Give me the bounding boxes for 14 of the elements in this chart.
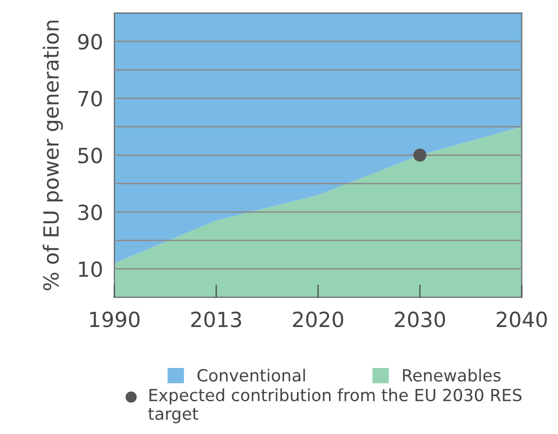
y-axis-title: % of EU power generation	[42, 20, 63, 290]
x-tick-label: 1990	[90, 312, 140, 328]
y-tick-label: 10	[79, 261, 102, 278]
y-tick-label: 90	[78, 34, 102, 50]
y-tick-label: 50	[78, 148, 102, 164]
legend-label: Expected contribution from the EU 2030 RES target	[148, 388, 522, 424]
legend-label: Conventional	[198, 368, 305, 382]
x-tick-label: 2020	[293, 312, 344, 328]
y-tick-label: 30	[78, 204, 102, 220]
legend-label: Renewables	[403, 368, 501, 382]
y-tick-label: 70	[78, 90, 102, 107]
x-tick-label: 2013	[191, 312, 242, 328]
x-tick-label: 2030	[394, 312, 446, 328]
x-tick-label: 2040	[496, 312, 547, 328]
